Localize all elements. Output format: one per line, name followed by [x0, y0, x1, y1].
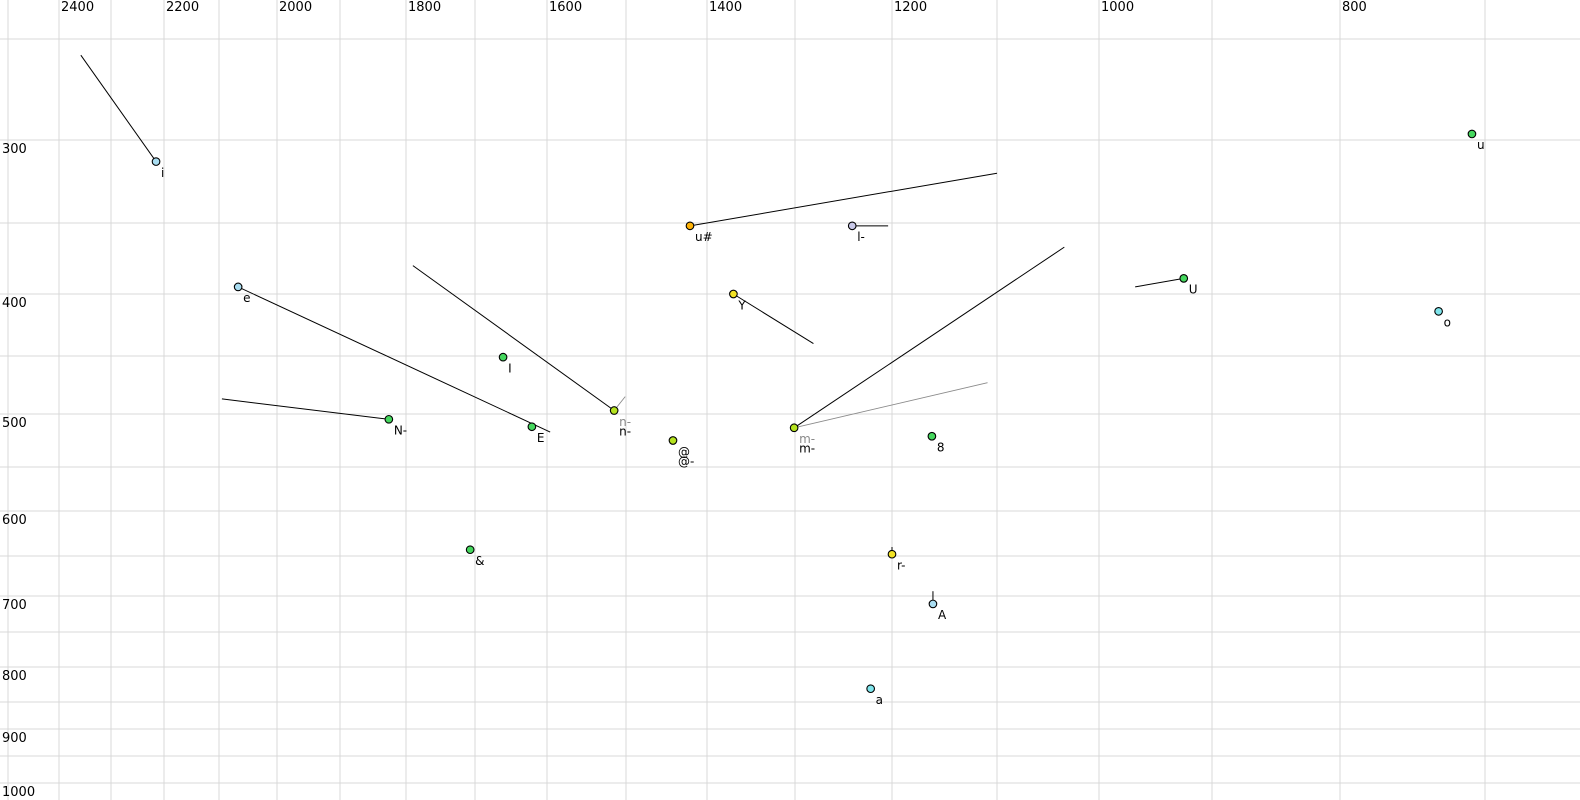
vowel-point-r- [887, 549, 897, 559]
vowel-label-@-1: @- [678, 454, 694, 468]
vowel-point-o [1434, 307, 1443, 316]
vowel-label-n--1: n- [619, 424, 631, 438]
vowel-point-& [465, 545, 475, 555]
y-axis-tick-label-900: 900 [2, 731, 27, 746]
vowel-point-8 [927, 431, 937, 441]
vowel-label-U: U [1189, 283, 1198, 297]
vowel-label-I: I [508, 361, 512, 375]
vowel-label-@: @ [678, 445, 690, 459]
line-from-Y [733, 293, 814, 345]
vowel-point-u [1467, 129, 1477, 139]
vowel-label-u: u [1477, 138, 1485, 152]
vowel-label-Y: Y [737, 298, 746, 312]
vowel-point-a [866, 684, 876, 694]
line-into-i [80, 54, 157, 162]
x-axis-tick-label-2200: 2200 [166, 0, 199, 15]
y-axis-tick-label-800: 800 [2, 669, 27, 684]
vowel-label-o: o [1444, 316, 1451, 330]
vowel-label-l-: l- [857, 230, 865, 244]
vowel-point-m- [789, 423, 799, 433]
vowel-point-n- [609, 406, 619, 415]
x-axis-tick-label-1800: 1800 [408, 0, 441, 15]
line-into-U [1135, 277, 1184, 288]
vowel-label-e: e [243, 291, 250, 305]
vowel-label-u#: u# [695, 230, 713, 244]
vowel-point-l- [847, 221, 857, 231]
vowel-point-e [233, 282, 243, 292]
x-axis-tick-label-1600: 1600 [549, 0, 582, 15]
x-axis-tick-label-2000: 2000 [279, 0, 312, 15]
y-axis-tick-label-400: 400 [2, 296, 27, 311]
vowel-label-r-: r- [897, 558, 906, 572]
vowel-label-m-: m- [799, 432, 815, 446]
line-into-n- [412, 265, 615, 411]
line-from-m-gray [794, 382, 988, 429]
vowel-point-i [151, 157, 161, 166]
vowel-point-u# [685, 221, 695, 231]
line-into-N- [221, 398, 389, 420]
vowel-point-N- [384, 414, 394, 424]
vowel-label-A: A [938, 608, 947, 622]
x-axis-tick-label-1400: 1400 [709, 0, 742, 15]
y-axis-tick-label-600: 600 [2, 513, 27, 528]
vowel-label-8: 8 [937, 441, 945, 455]
vowel-label-i: i [161, 166, 164, 180]
x-axis-tick-label-1200: 1200 [894, 0, 927, 15]
vowel-label-&: & [475, 554, 484, 568]
vowel-point-E [527, 422, 537, 432]
vowel-point-A [928, 599, 938, 609]
vowel-label-m--1: m- [799, 442, 815, 456]
vowel-point-@ [668, 436, 678, 445]
vowel-point-Y [729, 289, 738, 299]
x-axis-tick-label-1000: 1000 [1101, 0, 1134, 15]
y-axis-tick-label-1000: 1000 [2, 785, 35, 800]
vowel-label-N-: N- [394, 424, 407, 438]
x-axis-tick-label-800: 800 [1342, 0, 1367, 15]
vowel-label-E: E [537, 431, 545, 445]
y-axis-tick-label-500: 500 [2, 416, 27, 431]
vowel-point-I [498, 352, 508, 362]
line-from-e [237, 286, 551, 433]
vowel-label-a: a [876, 693, 883, 707]
line-from-m- [793, 246, 1065, 429]
vowel-label-n-: n- [619, 415, 631, 429]
y-axis-tick-label-700: 700 [2, 598, 27, 613]
x-axis-tick-label-2400: 2400 [61, 0, 94, 15]
vowel-point-U [1179, 274, 1189, 283]
y-axis-tick-label-300: 300 [2, 142, 27, 157]
line-from-u# [689, 172, 998, 227]
